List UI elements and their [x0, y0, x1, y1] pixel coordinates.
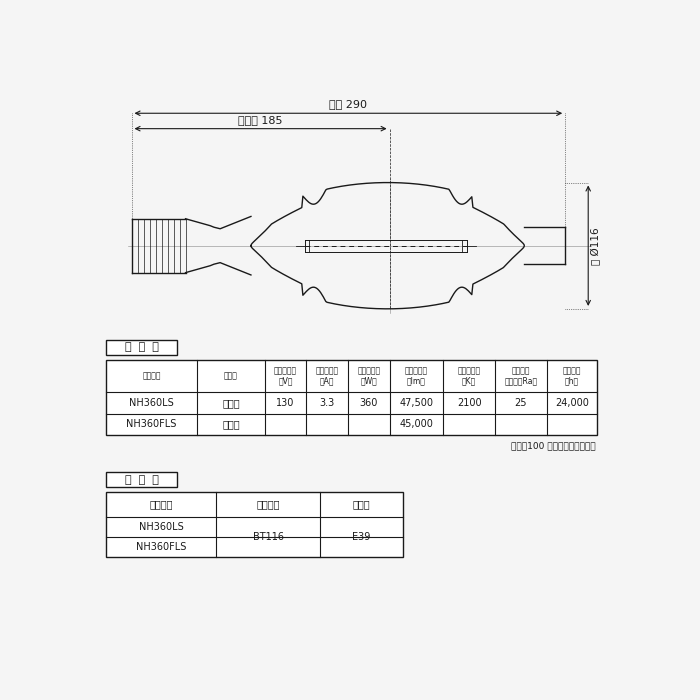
Text: （K）: （K） [462, 376, 477, 385]
Text: 360: 360 [360, 398, 378, 408]
Text: NH360FLS: NH360FLS [136, 542, 186, 552]
Text: 47,500: 47,500 [400, 398, 433, 408]
Text: ランプ電流: ランプ電流 [316, 367, 339, 376]
Text: 3.3: 3.3 [320, 398, 335, 408]
Text: 仕  様  表: 仕 様 表 [125, 475, 158, 485]
Text: 性  能  表: 性 能 表 [125, 342, 158, 352]
Text: 25: 25 [514, 398, 527, 408]
Text: 径 Ø116: 径 Ø116 [592, 227, 601, 265]
Text: E39: E39 [352, 532, 370, 542]
Bar [106, 360, 598, 435]
Text: （W）: （W） [360, 376, 377, 385]
Text: 全長 290: 全長 290 [330, 99, 368, 109]
Text: 24,000: 24,000 [555, 398, 589, 408]
Text: 平均演色: 平均演色 [512, 367, 530, 376]
Bar [106, 492, 402, 556]
Text: 光中心 185: 光中心 185 [238, 115, 283, 125]
Text: 130: 130 [276, 398, 295, 408]
Text: （h）: （h） [565, 376, 579, 385]
Text: 45,000: 45,000 [400, 419, 433, 429]
Text: （V）: （V） [279, 376, 293, 385]
Text: 口　金: 口 金 [353, 499, 370, 510]
Text: BT116: BT116 [253, 532, 284, 542]
Text: （A）: （A） [320, 376, 335, 385]
Text: 定格寿命: 定格寿命 [563, 367, 581, 376]
Bar [106, 340, 177, 355]
Text: NH360LS: NH360LS [130, 398, 174, 408]
Text: NH360LS: NH360LS [139, 522, 183, 532]
Text: 種　別: 種 別 [224, 371, 238, 380]
Text: 形　　式: 形 式 [150, 499, 173, 510]
Text: （lm）: （lm） [407, 376, 426, 385]
Text: NH360FLS: NH360FLS [127, 419, 177, 429]
Text: ガラス球: ガラス球 [256, 499, 280, 510]
Text: 評価数（Ra）: 評価数（Ra） [504, 376, 538, 385]
Text: 全　光　束: 全 光 束 [405, 367, 428, 376]
Text: 特性は100 時間値を示します。: 特性は100 時間値を示します。 [511, 441, 596, 450]
Bar [106, 472, 177, 487]
Text: ランプ電力: ランプ電力 [357, 367, 380, 376]
Text: 透明形: 透明形 [222, 398, 239, 408]
Text: 相関色温度: 相関色温度 [458, 367, 481, 376]
Text: ランプ電圧: ランプ電圧 [274, 367, 298, 376]
Text: 2100: 2100 [457, 398, 482, 408]
Text: 拡散形: 拡散形 [222, 419, 239, 429]
Text: 形　　式: 形 式 [142, 371, 161, 380]
